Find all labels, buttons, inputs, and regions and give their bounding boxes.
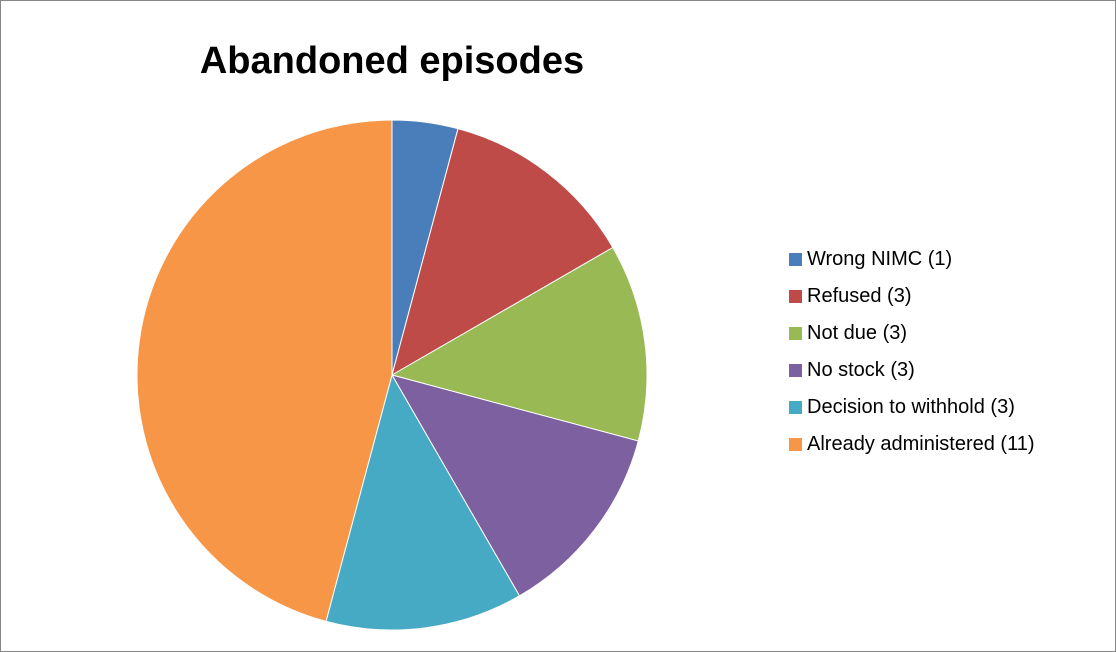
pie-slice-5 <box>325 373 521 631</box>
pie-slice-4 <box>390 374 639 597</box>
legend-item: No stock (3) <box>789 352 1035 389</box>
legend-label: Not due (3) <box>807 322 908 344</box>
legend-swatch <box>789 290 802 303</box>
pie-slice-2 <box>391 128 614 377</box>
legend-item: Not due (3) <box>789 315 1035 352</box>
legend-item: Decision to withhold (3) <box>789 389 1035 426</box>
pie-slice-3 <box>390 246 648 442</box>
legend-label: Wrong NIMC (1) <box>807 248 953 270</box>
legend-item: Already administered (11) <box>789 426 1035 463</box>
pie-slices <box>136 119 648 631</box>
legend-swatch <box>789 327 802 340</box>
legend-swatch <box>789 401 802 414</box>
legend-swatch <box>789 253 802 266</box>
legend: Wrong NIMC (1) Refused (3) Not due (3) No s… <box>789 241 1035 463</box>
legend-label: No stock (3) <box>807 359 915 381</box>
legend-swatch <box>789 438 802 451</box>
legend-swatch <box>789 364 802 377</box>
chart-title: Abandoned episodes <box>199 40 585 82</box>
pie-slice-6 <box>136 119 393 622</box>
legend-item: Refused (3) <box>789 278 1035 315</box>
legend-item: Wrong NIMC (1) <box>789 241 1035 278</box>
legend-label: Already administered (11) <box>807 433 1035 455</box>
legend-label: Refused (3) <box>807 285 912 307</box>
legend-label: Decision to withhold (3) <box>807 396 1015 418</box>
